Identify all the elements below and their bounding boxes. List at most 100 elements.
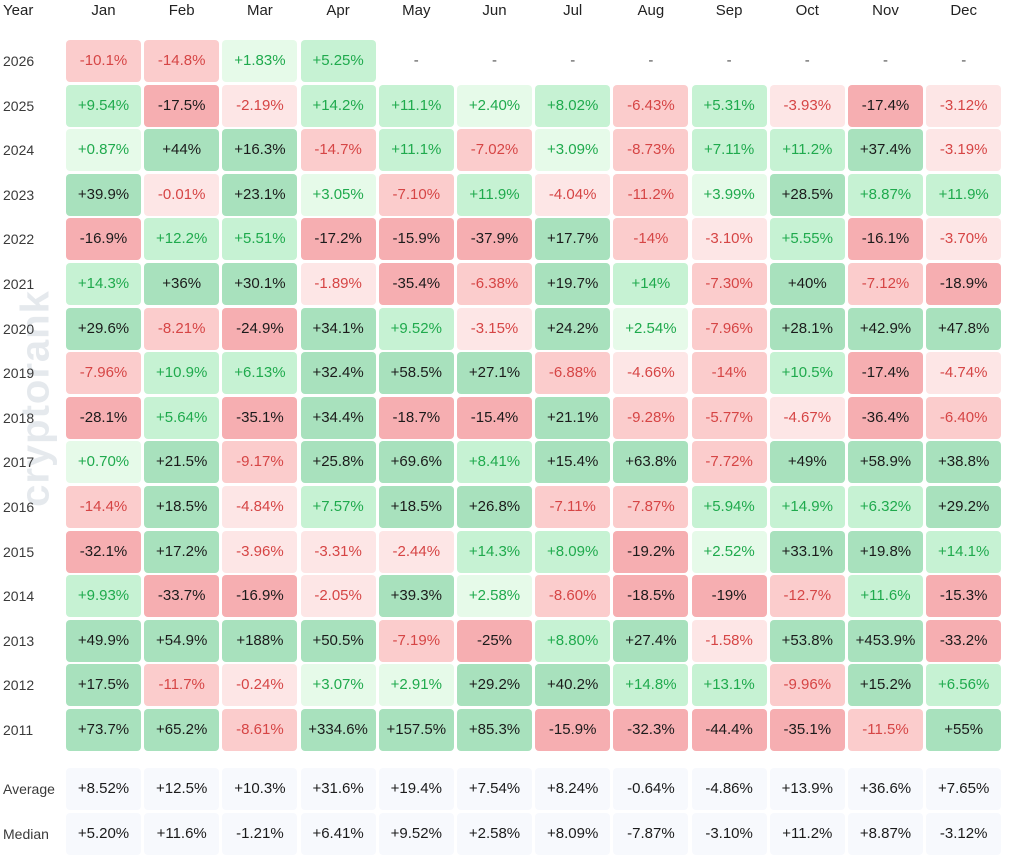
heatmap-cell: +8.09% <box>535 530 611 573</box>
heatmap-cell: - <box>883 52 888 69</box>
heatmap-cell: +8.80% <box>535 619 611 662</box>
heatmap-cell: +3.09% <box>535 129 611 172</box>
heatmap-cell: - <box>961 52 967 69</box>
heatmap-cell: +14% <box>613 263 689 305</box>
heatmap-cell: +8.09% <box>535 812 611 855</box>
heatmap-cell: +0.87% <box>66 129 141 172</box>
month-header-aug: Aug <box>637 2 665 19</box>
heatmap-cell: +7.11% <box>691 129 767 172</box>
heatmap-cell: -15.9% <box>535 709 611 751</box>
heatmap-cell: -7.87% <box>613 486 689 528</box>
heatmap-cell: -24.9% <box>222 307 298 350</box>
heatmap-cell: -8.21% <box>144 307 220 350</box>
heatmap-cell: -14% <box>613 218 689 261</box>
heatmap-cell: +14.8% <box>613 664 689 707</box>
heatmap-cell: +13.9% <box>769 768 845 810</box>
heatmap-cell: -3.93% <box>769 84 845 127</box>
year-label-2026: 2026 <box>3 53 35 69</box>
heatmap-cell: -7.30% <box>691 263 767 305</box>
heatmap-cell: -3.96% <box>222 530 298 573</box>
heatmap-cell: +38.8% <box>926 441 1002 484</box>
heatmap-cell: +12.5% <box>144 768 220 810</box>
heatmap-cell: -2.05% <box>300 575 376 618</box>
year-label-2019: 2019 <box>3 365 35 382</box>
heatmap-cell: +63.8% <box>613 441 689 484</box>
heatmap-cell: +11.6% <box>144 812 220 855</box>
month-header-sep: Sep <box>715 2 743 19</box>
heatmap-cell: +54.9% <box>144 619 220 662</box>
heatmap-cell: -32.3% <box>613 709 689 751</box>
heatmap-cell: +36.6% <box>848 768 923 810</box>
heatmap-cell: -33.2% <box>926 619 1002 662</box>
heatmap-cell: -17.4% <box>848 84 923 127</box>
heatmap-cell: +2.54% <box>613 307 689 350</box>
heatmap-cell: +2.91% <box>378 664 454 707</box>
heatmap-cell: +8.41% <box>457 441 532 484</box>
heatmap-cell: -36.4% <box>848 396 923 439</box>
heatmap-cell: -15.4% <box>457 396 532 439</box>
heatmap-cell: +8.24% <box>535 768 611 810</box>
heatmap-cell: -16.9% <box>66 218 141 261</box>
heatmap-cell: -16.1% <box>848 218 923 261</box>
heatmap-cell: +9.93% <box>66 575 141 618</box>
heatmap-cell: -8.73% <box>613 129 689 172</box>
month-header-jun: Jun <box>482 2 507 19</box>
heatmap-cell: +5.94% <box>691 486 767 528</box>
heatmap-cell: +30.1% <box>222 263 298 305</box>
month-header-may: May <box>402 2 431 19</box>
heatmap-cell: -3.70% <box>926 218 1002 261</box>
heatmap-cell: -35.4% <box>378 263 454 305</box>
year-label-2023: 2023 <box>3 186 35 203</box>
heatmap-cell: +10.3% <box>222 768 298 810</box>
heatmap-cell: +11.9% <box>926 173 1002 216</box>
heatmap-cell: -37.9% <box>457 218 532 261</box>
month-header-feb: Feb <box>168 2 195 19</box>
heatmap-cell: -44.4% <box>691 709 767 751</box>
heatmap-cell: -18.9% <box>926 263 1002 305</box>
heatmap-cell: +14.9% <box>769 486 845 528</box>
heatmap-cell: -14% <box>691 352 767 395</box>
heatmap-cell: +53.8% <box>769 619 845 662</box>
heatmap-cell: +5.25% <box>300 40 376 82</box>
heatmap-cell: +8.02% <box>535 84 611 127</box>
heatmap-cell: -32.1% <box>66 530 141 573</box>
heatmap-cell: +14.1% <box>926 530 1002 573</box>
heatmap-cell: -4.67% <box>769 396 845 439</box>
heatmap-cell: -7.19% <box>378 619 454 662</box>
heatmap-cell: +34.4% <box>300 396 376 439</box>
heatmap-cell: -3.12% <box>926 84 1002 127</box>
heatmap-cell: +13.1% <box>691 664 767 707</box>
heatmap-cell: +8.87% <box>848 173 923 216</box>
heatmap-cell: -6.43% <box>613 84 689 127</box>
heatmap-cell: +11.1% <box>378 129 454 172</box>
heatmap-cell: +44% <box>144 129 220 172</box>
heatmap-cell: -35.1% <box>769 709 845 751</box>
heatmap-cell: -11.2% <box>613 173 689 216</box>
heatmap-cell: +11.9% <box>457 173 532 216</box>
heatmap-cell: +0.70% <box>66 441 141 484</box>
month-header-apr: Apr <box>326 2 350 19</box>
heatmap-cell: +36% <box>144 263 220 305</box>
heatmap-cell: - <box>570 52 576 69</box>
heatmap-cell: +37.4% <box>848 129 923 172</box>
heatmap-cell: -6.38% <box>457 263 532 305</box>
heatmap-cell: -17.2% <box>300 218 376 261</box>
heatmap-cell: -16.9% <box>222 575 298 618</box>
heatmap-cell: -6.40% <box>926 396 1002 439</box>
heatmap-cell: -6.88% <box>535 352 611 395</box>
month-header-jan: Jan <box>91 2 116 19</box>
heatmap-cell: +334.6% <box>300 709 376 751</box>
heatmap-cell: +1.83% <box>222 40 298 82</box>
heatmap-cell: +39.3% <box>378 575 454 618</box>
heatmap-cell: -18.7% <box>378 396 454 439</box>
heatmap-cell: -33.7% <box>144 575 220 618</box>
heatmap-cell: +28.5% <box>769 173 845 216</box>
month-header-jul: Jul <box>563 2 583 19</box>
heatmap-cell: +32.4% <box>300 352 376 395</box>
heatmap-cell: -9.17% <box>222 441 298 484</box>
heatmap-cell: +42.9% <box>848 307 923 350</box>
year-label-2016: 2016 <box>3 499 35 515</box>
heatmap-cell: -17.4% <box>848 352 923 395</box>
heatmap-cell: -10.1% <box>66 40 141 82</box>
